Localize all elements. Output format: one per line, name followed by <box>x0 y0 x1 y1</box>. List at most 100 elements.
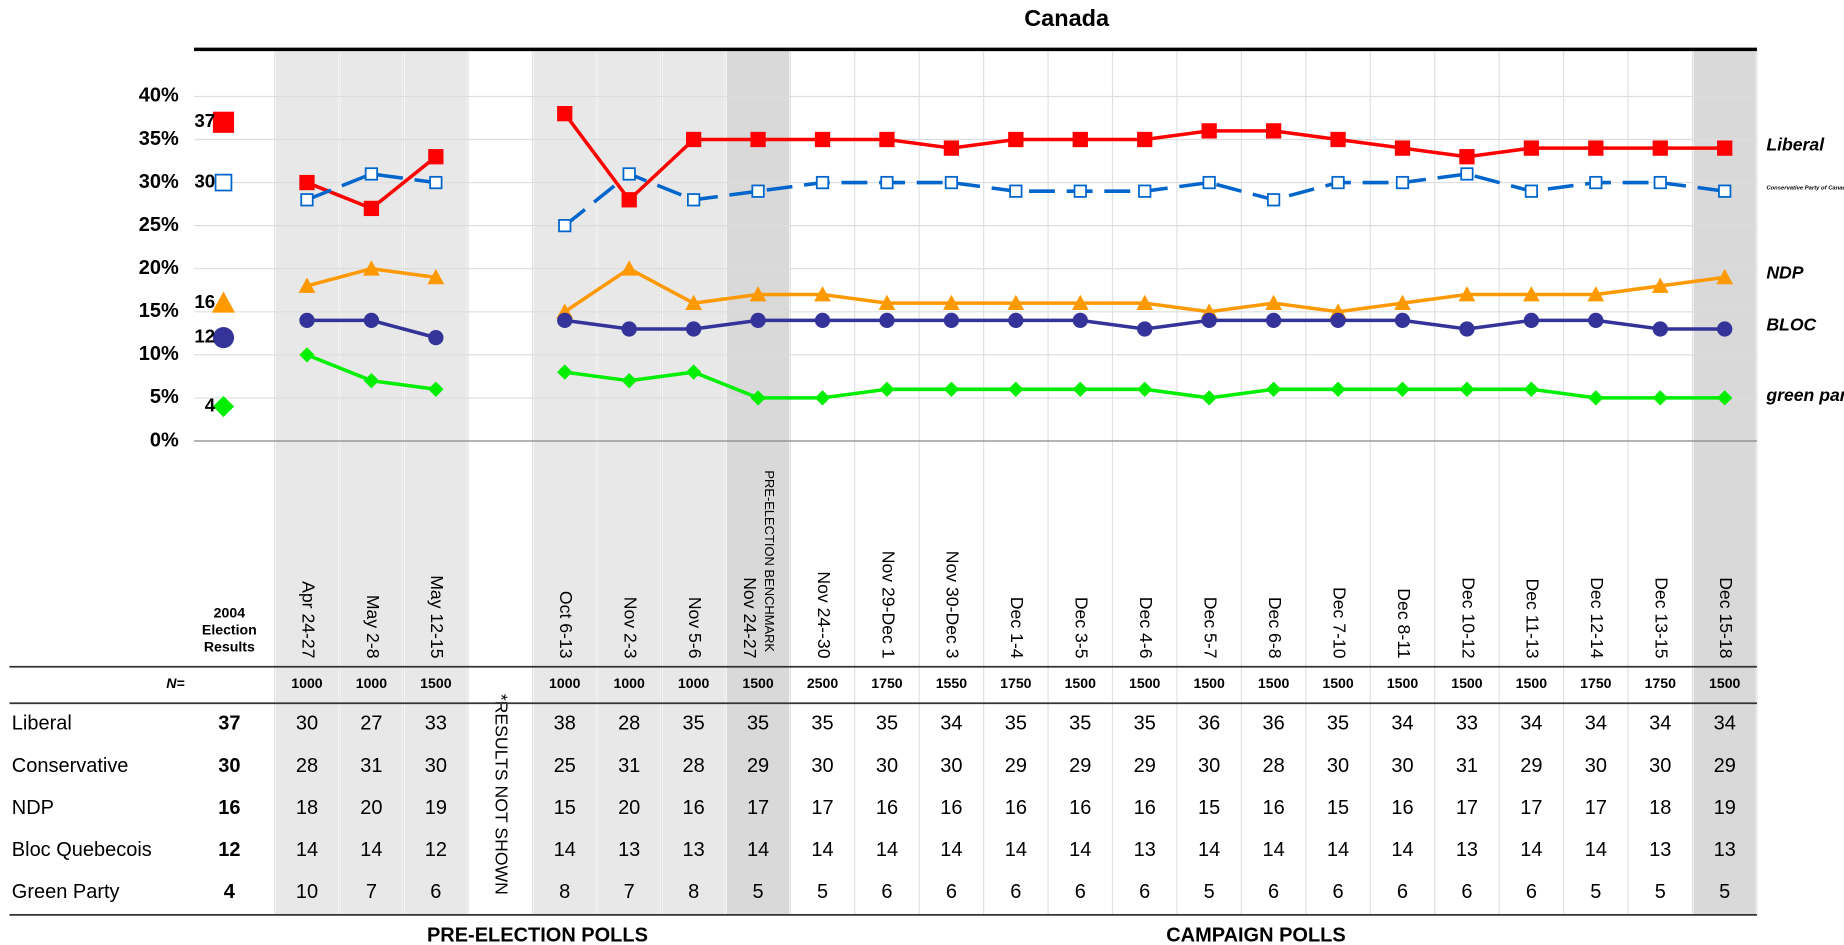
n-cell: 1000 <box>678 675 710 691</box>
marker <box>880 175 894 190</box>
table-cell: 14 <box>296 839 318 861</box>
table-cell: 34 <box>1520 713 1542 735</box>
table-cell: 14 <box>1262 839 1284 861</box>
marker <box>1458 286 1476 302</box>
table-cell: 12 <box>425 839 447 861</box>
marker <box>1394 140 1411 156</box>
marker <box>1330 381 1346 397</box>
marker <box>1717 390 1733 406</box>
x-tick-label: Dec 10-12 <box>1458 577 1478 658</box>
table-cell: 7 <box>366 881 377 903</box>
marker <box>1201 390 1217 406</box>
election-cell: 12 <box>218 839 240 861</box>
gap-note: *RESULTS NOT SHOWN <box>492 694 512 895</box>
column-band <box>1242 49 1305 915</box>
table-cell: 16 <box>1262 797 1284 819</box>
marker <box>814 312 831 329</box>
table-cell: 35 <box>683 713 705 735</box>
table-cell: 14 <box>811 839 833 861</box>
marker <box>1136 294 1154 311</box>
n-cell: 1500 <box>1709 675 1741 691</box>
marker <box>1459 321 1475 337</box>
table-cell: 13 <box>1714 839 1736 861</box>
table-cell: 5 <box>1719 881 1730 903</box>
table-cell: 14 <box>940 839 962 861</box>
marker <box>298 277 316 293</box>
table-cell: 5 <box>753 881 764 903</box>
table-cell: 15 <box>1198 797 1220 819</box>
marker <box>878 294 896 311</box>
x-tick-label: Dec 11-13 <box>1523 579 1543 659</box>
marker <box>428 149 444 165</box>
marker <box>428 381 444 397</box>
marker <box>363 260 380 276</box>
marker <box>364 167 379 181</box>
n-cell: 1500 <box>1387 675 1419 691</box>
marker <box>942 294 960 311</box>
table-cell: 14 <box>554 839 576 861</box>
section-label: CAMPAIGN POLLS <box>1166 924 1345 945</box>
marker <box>814 286 831 302</box>
table-cell: 17 <box>811 797 833 819</box>
column-band <box>533 49 596 915</box>
section-label: PRE-ELECTION POLLS <box>427 924 648 945</box>
table-cell: 16 <box>1391 797 1413 819</box>
marker <box>1589 175 1603 190</box>
marker <box>879 131 895 148</box>
x-tick-label: Dec 6-8 <box>1265 597 1285 659</box>
marker <box>1459 149 1475 165</box>
election-cell: 16 <box>218 797 240 819</box>
table-cell: 14 <box>1391 839 1413 861</box>
election-marker <box>211 291 236 313</box>
column-band <box>469 49 532 915</box>
marker <box>1718 184 1732 198</box>
x-tick-label: Dec 12-14 <box>1587 577 1607 659</box>
marker <box>1459 381 1475 397</box>
marker <box>1201 312 1217 329</box>
n-cell: 1500 <box>1129 675 1161 691</box>
table-cell: 14 <box>1198 839 1220 861</box>
y-tick-label: 0% <box>150 429 179 451</box>
marker <box>1008 131 1024 148</box>
table-cell: 5 <box>817 881 828 903</box>
table-cell: 30 <box>940 755 962 777</box>
x-tick-label: Dec 5-7 <box>1201 597 1221 659</box>
marker <box>685 321 702 337</box>
x-tick-label: May 2-8 <box>363 595 383 659</box>
table-cell: 13 <box>683 839 705 861</box>
marker <box>1072 131 1088 148</box>
table-cell: 38 <box>554 713 576 735</box>
marker <box>1138 184 1152 198</box>
table-cell: 35 <box>747 713 769 735</box>
table-cell: 34 <box>940 713 962 735</box>
table-cell: 19 <box>425 797 447 819</box>
marker <box>1008 312 1024 329</box>
table-cell: 29 <box>1069 755 1091 777</box>
table-cell: 30 <box>1649 755 1671 777</box>
table-cell: 30 <box>876 755 898 777</box>
x-tick-label: Nov 30-Dec 3 <box>943 551 963 659</box>
marker <box>685 131 702 148</box>
table-cell: 29 <box>747 755 769 777</box>
marker <box>557 312 573 329</box>
table-cell: 30 <box>1391 755 1413 777</box>
table-cell: 36 <box>1262 713 1284 735</box>
n-cell: 1500 <box>1258 675 1290 691</box>
marker <box>750 312 766 329</box>
marker <box>1588 390 1604 406</box>
table-cell: 28 <box>683 755 705 777</box>
table-cell: 28 <box>618 713 640 735</box>
column-band <box>920 49 983 915</box>
table-cell: 14 <box>1327 839 1349 861</box>
marker <box>1266 193 1281 207</box>
marker <box>1137 131 1153 148</box>
marker <box>428 329 444 346</box>
marker <box>427 268 445 285</box>
table-cell: 14 <box>876 839 898 861</box>
table-cell: 6 <box>430 881 441 903</box>
election-cell: 4 <box>224 881 235 903</box>
election-cell: 30 <box>218 755 240 777</box>
y-tick-label: 35% <box>139 128 179 150</box>
table-cell: 7 <box>624 881 635 903</box>
table-cell: 15 <box>554 797 576 819</box>
